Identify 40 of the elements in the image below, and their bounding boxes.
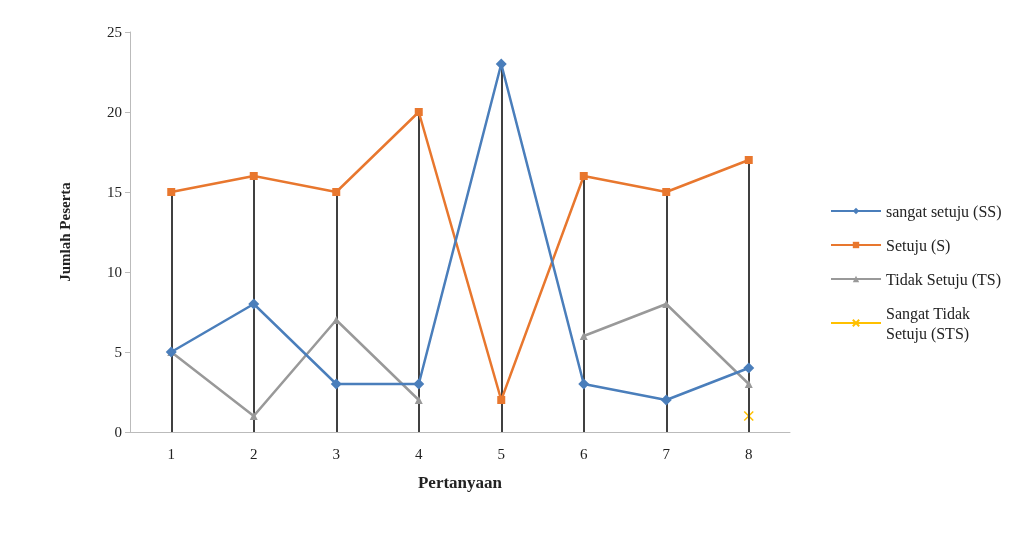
x-tick-label: 1 [167,445,175,462]
y-tick-label: 15 [107,184,122,200]
point [578,378,590,390]
x-axis-title: Pertanyaan [417,473,503,492]
point [660,394,672,406]
y-axis-title: Jumlah Peserta [56,181,73,282]
point [249,412,258,420]
point [744,380,753,388]
y-tick-label: 10 [107,264,122,280]
x-tick-label: 6 [580,445,588,462]
y-tick-label: 20 [107,104,122,120]
point [248,298,260,310]
point [167,188,176,196]
x-tick-label: 4 [415,445,423,462]
point [743,362,755,374]
point [413,378,425,390]
x-tick-label: 2 [250,445,258,462]
point [579,172,588,180]
point [497,396,506,404]
x-tick-label: 8 [745,445,753,462]
x-tick-label: 7 [662,445,671,462]
point [414,396,423,404]
y-tick-label: 25 [107,24,122,40]
y-tick-label: 0 [114,424,122,440]
legend-label: sangat setuju (SS) [886,202,1002,221]
point [495,58,507,70]
legend-label: Setuju (S) [886,236,951,255]
legend-label: Tidak Setuju (TS) [886,270,1001,289]
x-tick-label: 5 [497,445,505,462]
point [662,188,671,196]
x-tick-label: 3 [332,445,340,462]
point [249,172,258,180]
point [744,156,753,164]
point [579,332,588,340]
y-tick-label: 5 [114,344,122,360]
legend-label: Sangat Tidak Setuju (STS) [886,304,975,343]
point [332,188,341,196]
point [330,378,342,390]
point [743,410,754,422]
point [414,108,423,116]
